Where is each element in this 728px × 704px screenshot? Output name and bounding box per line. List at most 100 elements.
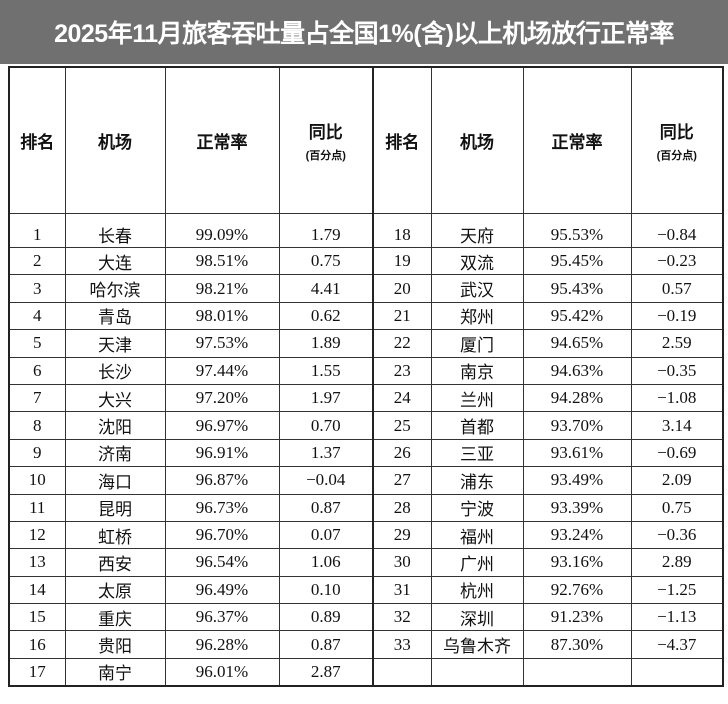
cell: 西安 — [64, 548, 166, 577]
cell: 94.28% — [522, 383, 632, 413]
cell: 96.37% — [164, 603, 280, 632]
cell: 98.51% — [164, 246, 280, 276]
column-label: 排名 — [385, 133, 420, 152]
cell: 0.70 — [278, 411, 374, 440]
header-row: 排名 机场 正常率 同比 (百分点) 排名 机场 正常率 同比 (百分点) — [8, 66, 724, 214]
cell: −0.23 — [630, 246, 724, 276]
cell: 1.55 — [278, 356, 374, 385]
cell: 92.76% — [522, 575, 632, 605]
cell — [522, 657, 632, 687]
cell: 大兴 — [64, 383, 166, 413]
cell: 94.63% — [522, 356, 632, 385]
cell: 96.91% — [164, 438, 280, 468]
cell: 昆明 — [64, 493, 166, 522]
cell: 天津 — [64, 329, 166, 358]
table-row: 4 青岛 98.01% 0.62 21 郑州 95.42% −0.19 — [8, 301, 724, 331]
column-label: 机场 — [460, 133, 494, 152]
column-header: 同比 (百分点) — [278, 66, 374, 214]
column-sub: (百分点) — [656, 150, 697, 162]
cell: 7 — [8, 383, 66, 413]
cell: 27 — [372, 466, 432, 495]
column-header: 正常率 — [522, 66, 632, 214]
cell: 93.70% — [522, 411, 632, 440]
cell: 宁波 — [430, 493, 524, 522]
cell: 17 — [8, 657, 66, 687]
cell: 16 — [8, 630, 66, 659]
table-row: 8 沈阳 96.97% 0.70 25 首都 93.70% 3.14 — [8, 411, 724, 440]
cell: 1.89 — [278, 329, 374, 358]
table-row: 7 大兴 97.20% 1.97 24 兰州 94.28% −1.08 — [8, 383, 724, 413]
cell: 青岛 — [64, 301, 166, 331]
cell: 天府 — [430, 213, 524, 248]
cell: 双流 — [430, 246, 524, 276]
cell: 大连 — [64, 246, 166, 276]
cell: 0.75 — [630, 493, 724, 522]
cell: 93.39% — [522, 493, 632, 522]
cell: 济南 — [64, 438, 166, 468]
table-row: 14 太原 96.49% 0.10 31 杭州 92.76% −1.25 — [8, 575, 724, 605]
cell: 99.09% — [164, 213, 280, 248]
table: 排名 机场 正常率 同比 (百分点) 排名 机场 正常率 同比 (百分点) 1 长春 99.09% 1.… — [8, 66, 724, 687]
cell: 93.24% — [522, 520, 632, 550]
cell: 94.65% — [522, 329, 632, 358]
cell: −0.84 — [630, 213, 724, 248]
cell: 28 — [372, 493, 432, 522]
cell: 1 — [8, 213, 66, 248]
cell: 22 — [372, 329, 432, 358]
cell: 0.87 — [278, 493, 374, 522]
column-label: 同比 — [308, 123, 343, 142]
cell: 97.53% — [164, 329, 280, 358]
cell: 6 — [8, 356, 66, 385]
cell: 0.57 — [630, 274, 724, 303]
cell — [372, 657, 432, 687]
cell: 福州 — [430, 520, 524, 550]
cell: 96.97% — [164, 411, 280, 440]
cell: 乌鲁木齐 — [430, 630, 524, 659]
cell: 武汉 — [430, 274, 524, 303]
column-header: 机场 — [430, 66, 524, 214]
cell: 15 — [8, 603, 66, 632]
cell: 长沙 — [64, 356, 166, 385]
column-label: 正常率 — [551, 133, 603, 152]
cell: −1.08 — [630, 383, 724, 413]
cell: 97.20% — [164, 383, 280, 413]
cell: 郑州 — [430, 301, 524, 331]
cell: 长春 — [64, 213, 166, 248]
cell: 虹桥 — [64, 520, 166, 550]
cell: 深圳 — [430, 603, 524, 632]
cell: 98.21% — [164, 274, 280, 303]
cell: 首都 — [430, 411, 524, 440]
cell: 11 — [8, 493, 66, 522]
cell: 2.87 — [278, 657, 374, 687]
cell: 26 — [372, 438, 432, 468]
cell: 18 — [372, 213, 432, 248]
cell: 25 — [372, 411, 432, 440]
column-header: 排名 — [8, 66, 66, 214]
table-row: 16 贵阳 96.28% 0.87 33 乌鲁木齐 87.30% −4.37 — [8, 630, 724, 659]
cell: 33 — [372, 630, 432, 659]
cell: 三亚 — [430, 438, 524, 468]
table-row: 1 长春 99.09% 1.79 18 天府 95.53% −0.84 — [8, 213, 724, 248]
table-row: 5 天津 97.53% 1.89 22 厦门 94.65% 2.59 — [8, 329, 724, 358]
cell: 20 — [372, 274, 432, 303]
cell: 96.01% — [164, 657, 280, 687]
cell: 2.89 — [630, 548, 724, 577]
table-row: 3 哈尔滨 98.21% 4.41 20 武汉 95.43% 0.57 — [8, 274, 724, 303]
cell: 重庆 — [64, 603, 166, 632]
table-row: 10 海口 96.87% −0.04 27 浦东 93.49% 2.09 — [8, 466, 724, 495]
cell: 太原 — [64, 575, 166, 605]
cell: 13 — [8, 548, 66, 577]
cell: −0.35 — [630, 356, 724, 385]
cell: −0.36 — [630, 520, 724, 550]
cell: 96.70% — [164, 520, 280, 550]
cell: 0.10 — [278, 575, 374, 605]
column-label: 正常率 — [196, 133, 248, 152]
table-row: 15 重庆 96.37% 0.89 32 深圳 91.23% −1.13 — [8, 603, 724, 632]
cell: 2.59 — [630, 329, 724, 358]
cell: 29 — [372, 520, 432, 550]
cell: 96.49% — [164, 575, 280, 605]
cell: 96.73% — [164, 493, 280, 522]
column-header: 排名 — [372, 66, 432, 214]
